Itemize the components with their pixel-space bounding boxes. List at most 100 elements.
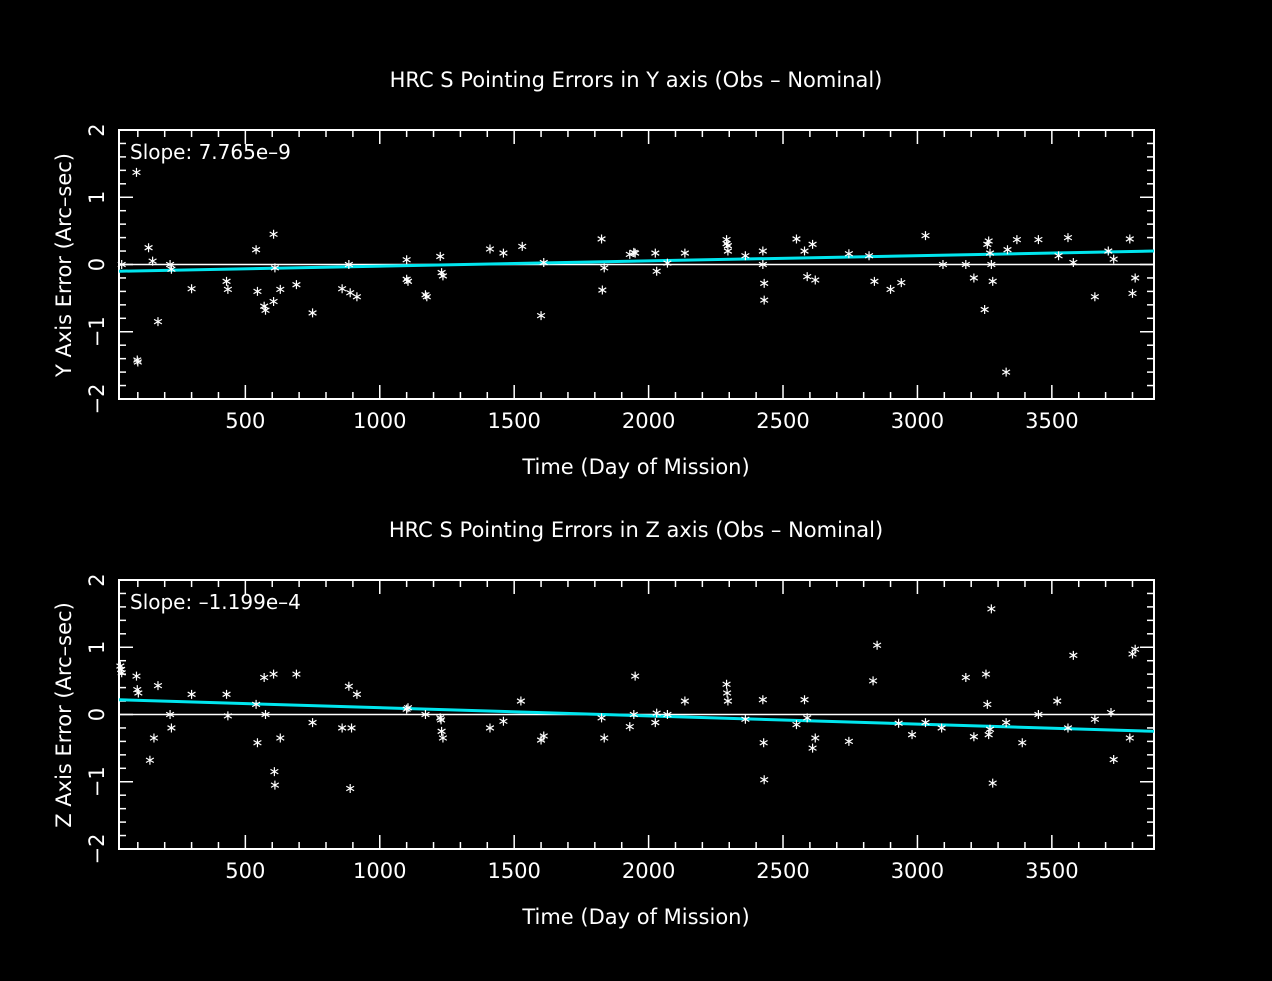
y-tick-label: 1 (85, 641, 109, 654)
x-tick-label: 500 (225, 409, 265, 433)
x-tick-marks (137, 130, 1134, 399)
data-point (536, 311, 546, 321)
data-point (961, 260, 971, 269)
data-point (422, 292, 432, 302)
data-point (1109, 755, 1118, 765)
data-point (680, 696, 690, 706)
data-point (800, 695, 809, 705)
data-point (758, 246, 768, 256)
data-point (758, 695, 768, 705)
data-point (132, 167, 141, 177)
x-tick-marks (137, 580, 1134, 849)
y-tick-label: 0 (85, 258, 109, 271)
x-tick-label: 3500 (1025, 409, 1078, 433)
data-point (630, 671, 640, 681)
data-point (1001, 718, 1011, 728)
data-point (436, 251, 445, 261)
z-panel-ylabel: Z Axis Error (Arc–sec) (52, 602, 76, 828)
data-point (597, 234, 606, 244)
data-point (222, 689, 231, 699)
y-axis-error-panel: HRC S Pointing Errors in Y axis (Obs – N… (52, 68, 1155, 479)
y-tick-label: 2 (85, 573, 109, 586)
data-point (270, 767, 279, 777)
data-point (134, 688, 143, 698)
data-point (539, 731, 548, 741)
x-tick-label: 3000 (891, 409, 944, 433)
y-tick-label: −2 (85, 384, 109, 415)
data-point (165, 260, 175, 269)
data-point (402, 255, 411, 265)
data-point (436, 715, 446, 725)
fit-line (118, 249, 1155, 273)
data-point (269, 229, 278, 239)
data-point (153, 681, 163, 691)
data-point (759, 278, 769, 288)
data-point (723, 696, 733, 706)
z-panel-slope-label: Slope: –1.199e–4 (130, 590, 301, 614)
data-point (253, 286, 262, 296)
y-tick-label: 2 (85, 123, 109, 136)
data-point (811, 733, 820, 743)
data-point (864, 251, 874, 261)
data-point (1069, 257, 1078, 267)
data-point (985, 248, 995, 258)
data-point (308, 308, 317, 318)
data-point (499, 716, 508, 726)
data-point (1109, 254, 1118, 264)
data-point (269, 296, 278, 306)
data-point (886, 284, 895, 294)
data-point (985, 724, 995, 734)
data-point (792, 234, 801, 244)
data-point (438, 271, 448, 281)
data-point (222, 276, 231, 286)
data-point (600, 263, 609, 273)
data-point (1125, 234, 1135, 244)
data-point (969, 273, 979, 283)
x-tick-label: 1500 (487, 409, 540, 433)
data-point (872, 640, 882, 650)
data-point (723, 241, 733, 251)
data-points (116, 604, 1140, 793)
data-point (1001, 367, 1011, 377)
data-point (1034, 710, 1043, 719)
data-point (759, 775, 769, 785)
data-point (1003, 245, 1012, 255)
data-point (597, 713, 606, 723)
data-point (600, 733, 609, 743)
data-point (344, 681, 354, 691)
y-panel-title: HRC S Pointing Errors in Y axis (Obs – N… (390, 68, 883, 92)
data-point (251, 245, 261, 255)
x-tick-label: 1000 (353, 409, 406, 433)
data-point (261, 305, 270, 315)
data-point (844, 249, 854, 259)
data-point (276, 733, 285, 743)
data-point (1069, 650, 1078, 660)
data-point (403, 276, 413, 286)
data-point (187, 284, 196, 294)
data-point (149, 733, 159, 743)
data-point (345, 288, 355, 298)
y-tick-label: 0 (85, 708, 109, 721)
data-point (253, 738, 262, 748)
data-point (897, 278, 906, 288)
data-point (345, 783, 355, 793)
x-tick-label: 1500 (487, 859, 540, 883)
data-point (344, 260, 354, 269)
data-point (984, 730, 993, 740)
data-point (1063, 723, 1073, 733)
data-point (153, 317, 163, 327)
data-point (437, 726, 446, 736)
x-tick-label: 1000 (353, 859, 406, 883)
data-point (1128, 288, 1137, 298)
x-tick-label: 3500 (1025, 859, 1078, 883)
data-point (352, 689, 362, 699)
data-point (292, 280, 301, 290)
x-tick-label: 2000 (622, 859, 675, 883)
y-panel-xlabel: Time (Day of Mission) (521, 455, 749, 479)
data-point (1063, 233, 1073, 243)
data-point (844, 736, 854, 746)
data-point (663, 710, 672, 719)
data-point (629, 710, 639, 719)
data-point (499, 248, 508, 258)
data-point (518, 241, 527, 251)
